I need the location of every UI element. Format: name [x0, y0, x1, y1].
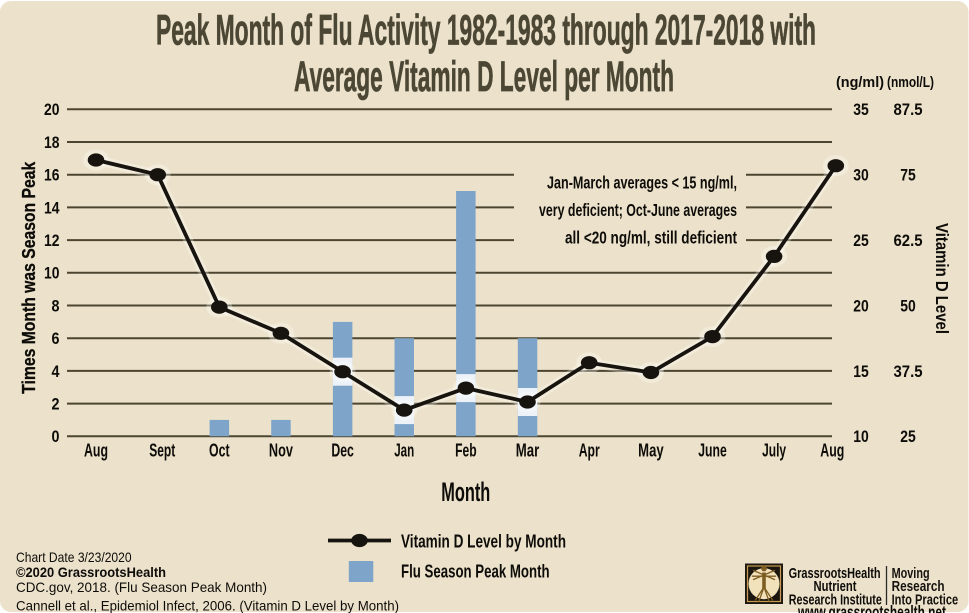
svg-text:all <20 ng/ml, still deficient: all <20 ng/ml, still deficient — [565, 228, 737, 248]
svg-text:0: 0 — [52, 427, 60, 446]
svg-text:CDC.gov, 2018. (Flu Season Pe: CDC.gov, 2018. (Flu Season Peak Month) — [16, 579, 267, 595]
svg-text:10: 10 — [44, 264, 60, 283]
svg-text:Sept: Sept — [149, 441, 175, 461]
svg-text:35: 35 — [853, 100, 869, 119]
svg-text:www.grassrootshealth.net: www.grassrootshealth.net — [797, 602, 946, 613]
svg-text:(ng/ml): (ng/ml) — [836, 74, 884, 91]
svg-text:Aug: Aug — [820, 441, 844, 461]
svg-text:Jan: Jan — [394, 441, 414, 461]
svg-text:Cannell et al., Epidemiol Infe: Cannell et al., Epidemiol Infect, 2006. … — [16, 598, 399, 613]
svg-text:Apr: Apr — [579, 441, 600, 461]
svg-text:30: 30 — [853, 166, 869, 185]
svg-text:GrassrootsHealth: GrassrootsHealth — [789, 565, 881, 582]
svg-text:14: 14 — [44, 198, 60, 217]
svg-text:Nov: Nov — [269, 441, 293, 461]
svg-text:87.5: 87.5 — [894, 100, 923, 119]
svg-text:June: June — [698, 441, 727, 461]
svg-text:Jan-March averages < 15 ng/ml,: Jan-March averages < 15 ng/ml, — [547, 173, 737, 193]
svg-text:Vitamin D Level: Vitamin D Level — [932, 223, 952, 334]
svg-text:Average Vitamin D Level per Mo: Average Vitamin D Level per Month — [294, 53, 674, 101]
svg-text:very deficient; Oct-June avera: very deficient; Oct-June averages — [539, 200, 737, 220]
svg-text:4: 4 — [52, 362, 60, 381]
svg-text:Research: Research — [892, 578, 945, 595]
svg-text:©2020 GrassrootsHealth: ©2020 GrassrootsHealth — [16, 564, 166, 580]
svg-text:Vitamin D Level by Month: Vitamin D Level by Month — [401, 531, 566, 552]
svg-text:8: 8 — [52, 296, 60, 315]
svg-text:12: 12 — [44, 231, 60, 250]
svg-text:10: 10 — [853, 427, 869, 446]
svg-text:37.5: 37.5 — [894, 362, 923, 381]
svg-text:Aug: Aug — [84, 441, 108, 461]
svg-text:Chart Date 3/23/2020: Chart Date 3/23/2020 — [16, 549, 132, 565]
svg-text:20: 20 — [44, 100, 60, 119]
svg-text:Feb: Feb — [455, 441, 477, 461]
svg-text:2: 2 — [52, 395, 60, 414]
svg-text:Month: Month — [441, 477, 490, 507]
svg-text:July: July — [762, 441, 786, 461]
svg-text:Nutrient: Nutrient — [814, 578, 857, 595]
svg-text:18: 18 — [44, 133, 60, 152]
svg-text:Oct: Oct — [209, 441, 230, 461]
svg-text:20: 20 — [853, 296, 869, 315]
svg-text:25: 25 — [853, 231, 869, 250]
svg-text:15: 15 — [853, 362, 869, 381]
svg-text:75: 75 — [900, 166, 916, 185]
svg-text:(nmol/L): (nmol/L) — [887, 74, 934, 91]
svg-text:6: 6 — [52, 329, 60, 348]
svg-text:Mar: Mar — [516, 441, 540, 461]
svg-text:Peak Month of Flu Activity 198: Peak Month of Flu Activity 1982-1983 thr… — [156, 7, 816, 55]
svg-text:25: 25 — [900, 427, 916, 446]
svg-text:Dec: Dec — [331, 441, 354, 461]
svg-text:Moving: Moving — [892, 565, 930, 582]
svg-text:Flu Season Peak Month: Flu Season Peak Month — [401, 561, 550, 582]
svg-text:50: 50 — [900, 296, 916, 315]
svg-text:16: 16 — [44, 166, 60, 185]
svg-text:Into Practice: Into Practice — [892, 592, 959, 609]
svg-text:62.5: 62.5 — [894, 231, 923, 250]
svg-text:Research Institute: Research Institute — [789, 592, 882, 609]
svg-text:Times Month was Season Peak: Times Month was Season Peak — [18, 161, 39, 394]
svg-text:May: May — [638, 441, 664, 461]
